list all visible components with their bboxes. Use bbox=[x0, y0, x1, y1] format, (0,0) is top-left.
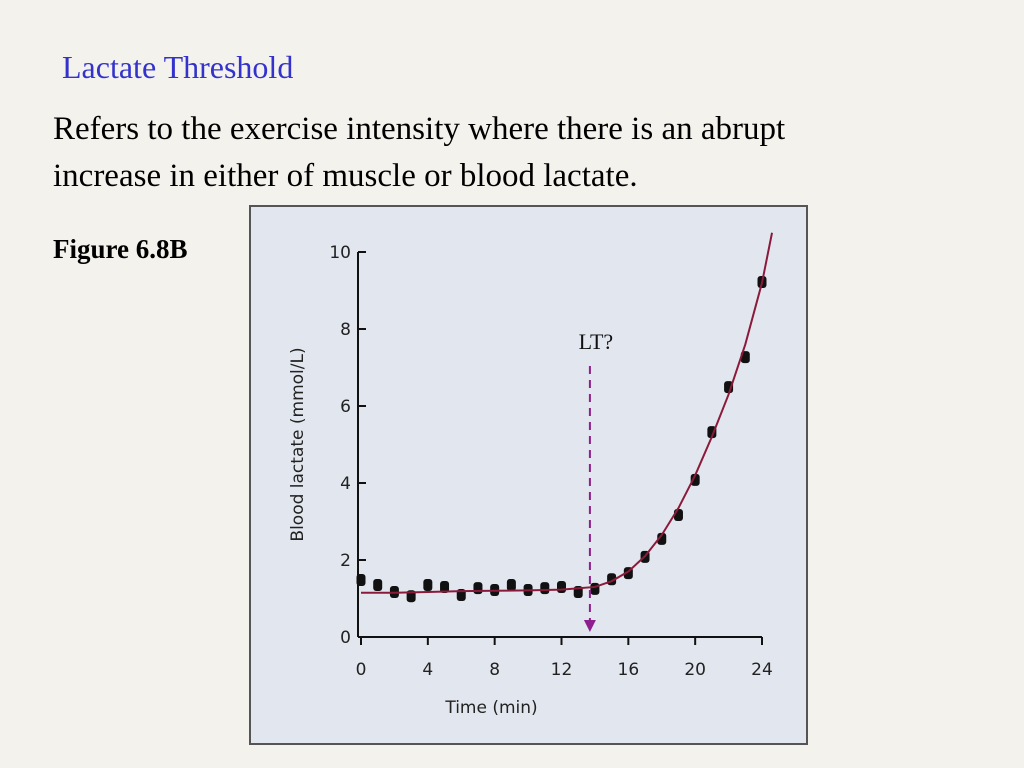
x-tick-label: 8 bbox=[489, 660, 500, 680]
data-point bbox=[690, 473, 700, 486]
data-point bbox=[540, 582, 550, 595]
annotation-label: LT? bbox=[579, 329, 614, 354]
x-tick-label: 20 bbox=[684, 660, 706, 680]
y-tick-label: 2 bbox=[340, 551, 351, 571]
y-tick-label: 8 bbox=[340, 320, 351, 340]
data-point bbox=[473, 582, 483, 595]
annotation-arrowhead bbox=[583, 620, 596, 632]
y-tick-label: 4 bbox=[340, 474, 351, 494]
data-point bbox=[557, 580, 566, 593]
data-point bbox=[440, 580, 450, 593]
x-tick-label: 4 bbox=[422, 660, 433, 680]
y-tick-label: 10 bbox=[329, 243, 351, 263]
data-point bbox=[590, 582, 600, 595]
data-point bbox=[506, 579, 516, 592]
data-point bbox=[423, 579, 433, 592]
data-point bbox=[356, 574, 366, 587]
body-line: increase in either of muscle or blood la… bbox=[53, 158, 638, 194]
body-line: Refers to the exercise intensity where t… bbox=[53, 111, 785, 147]
y-axis-label: Blood lactate (mmol/L) bbox=[288, 347, 308, 541]
x-tick-label: 0 bbox=[356, 660, 367, 680]
y-tick-label: 6 bbox=[340, 397, 351, 417]
x-tick-label: 12 bbox=[551, 660, 573, 680]
figure-frame bbox=[249, 205, 808, 745]
data-point bbox=[657, 532, 667, 545]
x-tick-label: 16 bbox=[618, 660, 640, 680]
x-axis-label: Time (min) bbox=[444, 698, 537, 718]
x-tick-label: 24 bbox=[751, 660, 773, 680]
slide-title: Lactate Threshold bbox=[62, 49, 293, 85]
data-point bbox=[373, 579, 383, 592]
y-tick-label: 0 bbox=[340, 628, 351, 648]
fit-curve bbox=[361, 232, 774, 594]
figure-label: Figure 6.8B bbox=[53, 234, 188, 264]
